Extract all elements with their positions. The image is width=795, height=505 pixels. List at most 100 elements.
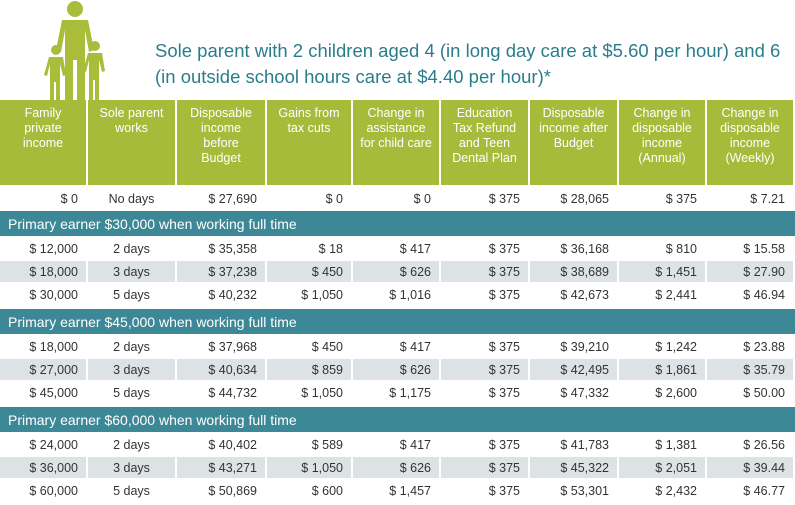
cell: $ 36,000 [0,457,86,478]
cell: $ 38,689 [530,261,617,282]
cell: 2 days [88,434,175,455]
cell: $ 12,000 [0,238,86,259]
cell: $ 0 [353,188,439,209]
cell: $ 1,451 [619,261,705,282]
cell: $ 1,050 [267,457,351,478]
title: Sole parent with 2 children aged 4 (in l… [155,40,781,87]
cell: $ 36,168 [530,238,617,259]
cell: $ 0 [267,188,351,209]
cell: $ 375 [441,382,528,403]
cell: $ 859 [267,359,351,380]
cell: $ 417 [353,434,439,455]
cell: $ 37,968 [177,336,265,357]
cell: $ 375 [441,238,528,259]
cell: $ 41,783 [530,434,617,455]
cell: $ 28,065 [530,188,617,209]
cell: $ 39,210 [530,336,617,357]
header-cell: Sole parent works [88,100,175,185]
cell: 2 days [88,238,175,259]
cell: $ 60,000 [0,480,86,501]
cell: $ 626 [353,457,439,478]
cell: $ 45,000 [0,382,86,403]
cell: $ 50,869 [177,480,265,501]
cell: $ 7.21 [707,188,793,209]
cell: $ 2,432 [619,480,705,501]
cell: $ 1,050 [267,284,351,305]
cell: $ 626 [353,359,439,380]
cell: $ 375 [441,359,528,380]
cell: 3 days [88,457,175,478]
section-title: Primary earner $30,000 when working full… [0,211,795,236]
cell: $ 45,322 [530,457,617,478]
cell: $ 43,271 [177,457,265,478]
cell: $ 46.94 [707,284,793,305]
cell: $ 18,000 [0,261,86,282]
cell: 5 days [88,480,175,501]
header-cell: Change in disposable income (Annual) [619,100,705,185]
cell: $ 375 [441,261,528,282]
cell: $ 1,457 [353,480,439,501]
cell: $ 50.00 [707,382,793,403]
cell: $ 42,673 [530,284,617,305]
cell: $ 35.79 [707,359,793,380]
cell: $ 40,402 [177,434,265,455]
header-cell: Change in disposable income (Weekly) [707,100,793,185]
family-icon [44,1,105,100]
cell: $ 589 [267,434,351,455]
cell: $ 37,238 [177,261,265,282]
cell: $ 375 [441,188,528,209]
cell: $ 1,050 [267,382,351,403]
cell: $ 810 [619,238,705,259]
cell: $ 2,051 [619,457,705,478]
cell: $ 42,495 [530,359,617,380]
header-cell: Family private income [0,100,86,185]
cell: $ 375 [441,336,528,357]
cell: $ 27,000 [0,359,86,380]
cell: $ 1,242 [619,336,705,357]
cell: $ 600 [267,480,351,501]
cell: No days [88,188,175,209]
cell: $ 30,000 [0,284,86,305]
cell: $ 0 [0,188,86,209]
cell: $ 1,861 [619,359,705,380]
header-cell: Education Tax Refund and Teen Dental Pla… [441,100,528,185]
cell: $ 2,600 [619,382,705,403]
header-cell: Change in assistance for child care [353,100,439,185]
cell: $ 626 [353,261,439,282]
header-cell: Gains from tax cuts [267,100,351,185]
cell: $ 375 [441,284,528,305]
cell: $ 375 [441,434,528,455]
cell: $ 24,000 [0,434,86,455]
cell: $ 375 [441,457,528,478]
cell: $ 40,634 [177,359,265,380]
cell: $ 35,358 [177,238,265,259]
cell: $ 1,381 [619,434,705,455]
header-cell: Disposable income after Budget [530,100,617,185]
cell: $ 40,232 [177,284,265,305]
cell: 3 days [88,261,175,282]
cell: $ 47,332 [530,382,617,403]
cell: 5 days [88,284,175,305]
cell: $ 450 [267,261,351,282]
cell: $ 450 [267,336,351,357]
cell: $ 2,441 [619,284,705,305]
cell: $ 375 [441,480,528,501]
cell: $ 18 [267,238,351,259]
cell: 2 days [88,336,175,357]
cell: $ 44,732 [177,382,265,403]
cell: 5 days [88,382,175,403]
cell: $ 18,000 [0,336,86,357]
cell: $ 27,690 [177,188,265,209]
cell: $ 15.58 [707,238,793,259]
cell: $ 417 [353,238,439,259]
cell: $ 39.44 [707,457,793,478]
cell: $ 417 [353,336,439,357]
cell: 3 days [88,359,175,380]
cell: $ 1,175 [353,382,439,403]
cell: $ 53,301 [530,480,617,501]
cell: $ 46.77 [707,480,793,501]
cell: $ 1,016 [353,284,439,305]
section-title: Primary earner $60,000 when working full… [0,407,795,432]
header-cell: Disposable income before Budget [177,100,265,185]
